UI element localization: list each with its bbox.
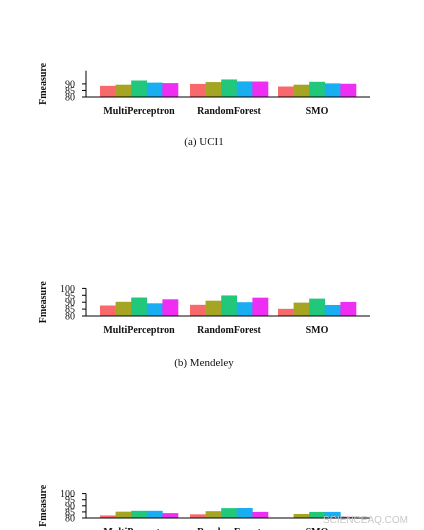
bar-multiperceptron-series-2 [115, 84, 132, 97]
bar-smo-series-5 [340, 301, 357, 316]
y-tick-label: 80 [65, 312, 75, 323]
bar-multiperceptron-series-2 [115, 511, 132, 518]
bar-multiperceptron-series-3 [131, 510, 148, 518]
category-label: SMO [306, 527, 329, 530]
y-tick-label: 95 [65, 291, 75, 302]
bar-multiperceptron-series-1 [100, 515, 116, 518]
bar-randomforest-series-3 [221, 79, 238, 97]
bar-smo-series-2 [293, 302, 310, 316]
category-label: RandomForest [197, 527, 261, 530]
bar-smo-series-1 [278, 308, 294, 316]
y-tick-label: 80 [65, 93, 75, 104]
bar-randomforest-series-4 [236, 302, 253, 316]
y-tick-label: 95 [65, 495, 75, 506]
bar-smo-series-5 [340, 83, 357, 97]
category-label: SMO [306, 106, 329, 117]
bar-multiperceptron-series-4 [146, 510, 163, 518]
bar-randomforest-series-2 [205, 82, 222, 97]
y-tick-label: 80 [65, 514, 75, 525]
y-tick-label: 100 [60, 489, 75, 500]
bar-multiperceptron-series-1 [100, 85, 116, 97]
watermark: SCIENCEAQ.COM [323, 515, 408, 526]
bar-multiperceptron-series-5 [162, 299, 179, 316]
bar-multiperceptron-series-5 [162, 513, 179, 518]
bar-smo-series-1 [278, 86, 294, 97]
bar-multiperceptron-series-1 [100, 305, 116, 316]
bar-randomforest-series-2 [205, 511, 222, 518]
bar-randomforest-series-2 [205, 300, 222, 316]
bar-smo-series-3 [309, 298, 326, 316]
bar-multiperceptron-series-3 [131, 297, 148, 316]
category-label: RandomForest [197, 106, 261, 117]
category-label: SMO [306, 325, 329, 336]
bar-randomforest-series-4 [236, 508, 253, 518]
category-label: MultiPerceptron [103, 527, 175, 530]
chart-caption: (a) UCI1 [184, 136, 223, 148]
bar-smo-series-3 [309, 511, 326, 518]
bar-smo-series-3 [309, 81, 326, 97]
bar-multiperceptron-series-2 [115, 301, 132, 316]
y-tick-label: 90 [65, 79, 75, 90]
y-tick-label: 90 [65, 298, 75, 309]
bar-smo-series-4 [324, 304, 341, 316]
bar-smo-series-2 [293, 513, 310, 518]
category-label: RandomForest [197, 325, 261, 336]
y-axis-title: Fmeasure [38, 62, 49, 105]
bar-randomforest-series-5 [252, 511, 269, 518]
bar-randomforest-series-4 [236, 81, 253, 97]
bar-multiperceptron-series-5 [162, 83, 179, 97]
bar-randomforest-series-1 [190, 514, 206, 518]
chart-caption: (b) Mendeley [174, 357, 234, 369]
y-tick-label: 85 [65, 507, 75, 518]
bar-randomforest-series-5 [252, 81, 269, 97]
bar-multiperceptron-series-3 [131, 80, 148, 97]
bar-smo-series-2 [293, 84, 310, 97]
bar-randomforest-series-1 [190, 83, 206, 97]
y-tick-label: 90 [65, 501, 75, 512]
bar-smo-series-4 [324, 511, 341, 518]
bar-randomforest-series-3 [221, 508, 238, 518]
y-axis-title: Fmeasure [38, 281, 49, 324]
y-tick-label: 100 [60, 284, 75, 295]
y-tick-label: 85 [65, 305, 75, 316]
bar-randomforest-series-3 [221, 295, 238, 316]
y-axis-title: Fmeasure [38, 484, 49, 527]
y-tick-label: 85 [65, 86, 75, 97]
bar-multiperceptron-series-4 [146, 303, 163, 316]
category-label: MultiPerceptron [103, 325, 175, 336]
bar-smo-series-5 [340, 516, 357, 518]
bar-randomforest-series-5 [252, 297, 269, 316]
bar-smo-series-4 [324, 83, 341, 97]
bar-multiperceptron-series-4 [146, 82, 163, 97]
bar-randomforest-series-1 [190, 304, 206, 316]
category-label: MultiPerceptron [103, 106, 175, 117]
